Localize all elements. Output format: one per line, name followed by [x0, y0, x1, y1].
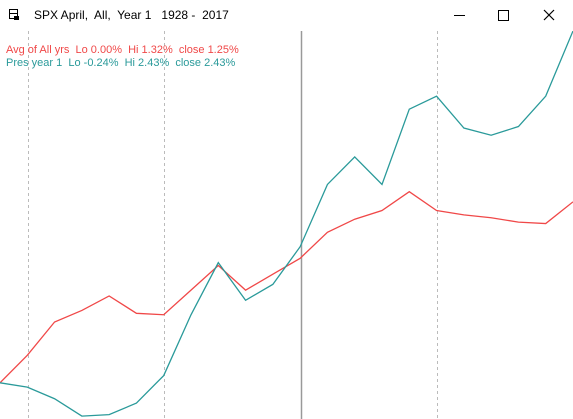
series-line — [0, 31, 573, 417]
chart: Avg of All yrs Lo 0.00% Hi 1.32% close 1… — [0, 31, 573, 419]
legend-annotation: Avg of All yrs Lo 0.00% Hi 1.32% close 1… — [6, 44, 239, 56]
close-button[interactable] — [543, 9, 555, 21]
title-bar: SPX April, All, Year 1 1928 - 2017 — [0, 0, 573, 31]
legend-annotation: Pres year 1 Lo -0.24% Hi 2.43% close 2.4… — [6, 57, 236, 69]
window-title: SPX April, All, Year 1 1928 - 2017 — [34, 8, 229, 22]
title-bar-graphics — [9, 9, 555, 21]
app-icon — [9, 9, 19, 20]
maximize-button[interactable] — [498, 10, 509, 21]
series-line — [0, 190, 573, 384]
